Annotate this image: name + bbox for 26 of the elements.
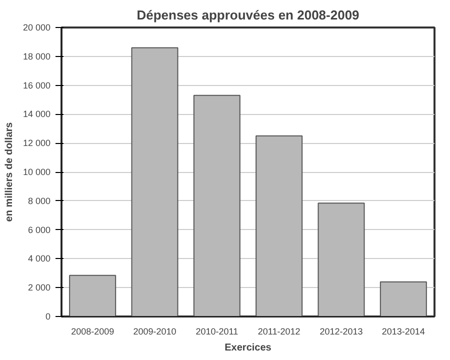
- y-tick-label: 10 000: [22, 167, 51, 177]
- y-tick-label: 2 000: [28, 282, 51, 293]
- y-tick-label: 14 000: [22, 109, 51, 120]
- chart-title: Dépenses approuvées en 2008-2009: [136, 8, 360, 22]
- y-tick-label: 0: [45, 312, 51, 322]
- y-axis-title: en milliers de dollars: [4, 122, 15, 222]
- y-tick-label: 18 000: [22, 51, 51, 62]
- y-tick-label: 6 000: [28, 224, 51, 235]
- y-tick-label: 8 000: [28, 196, 51, 206]
- y-tick-label: 16 000: [22, 80, 51, 90]
- y-tick-label: 20 000: [22, 22, 51, 32]
- bar: [380, 281, 427, 316]
- x-tick-label: 2011-2012: [258, 326, 300, 336]
- x-tick-label: 2012-2013: [320, 326, 363, 336]
- y-tick-label: 12 000: [22, 138, 51, 148]
- bar: [256, 135, 303, 316]
- bar: [69, 274, 116, 316]
- bar: [318, 202, 365, 316]
- x-tick-label: 2008-2009: [71, 326, 114, 336]
- x-axis-title: Exercices: [224, 342, 272, 354]
- bar: [131, 47, 178, 316]
- x-tick-label: 2013-2014: [382, 326, 425, 336]
- bar: [193, 94, 240, 316]
- y-tick-label: 4 000: [28, 254, 51, 264]
- x-tick-label: 2009-2010: [133, 326, 176, 336]
- x-tick-label: 2010-2011: [196, 326, 238, 336]
